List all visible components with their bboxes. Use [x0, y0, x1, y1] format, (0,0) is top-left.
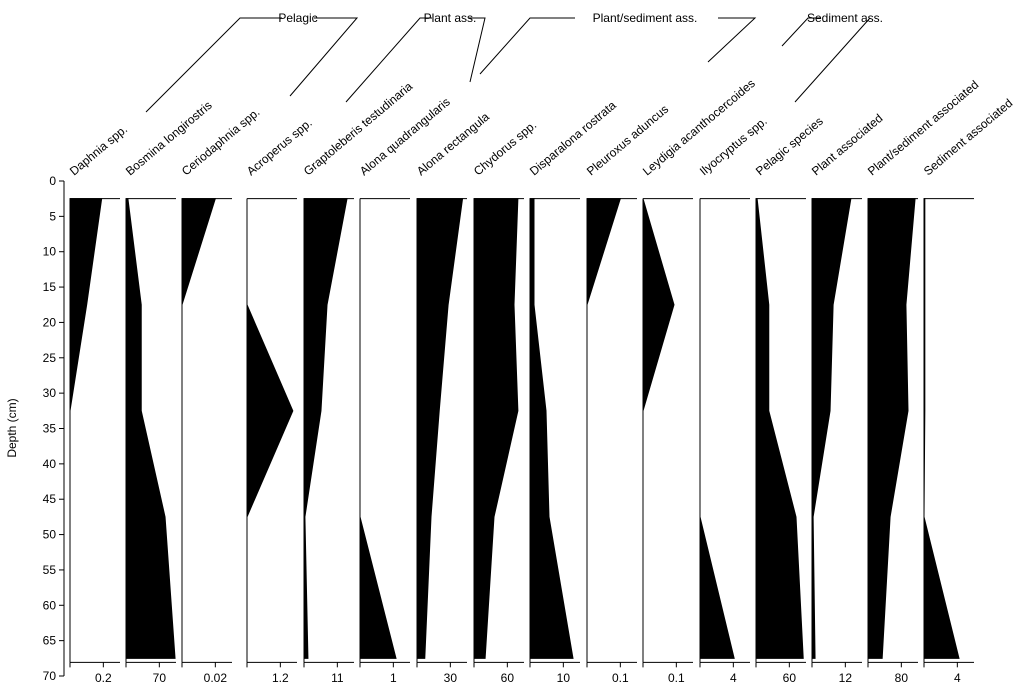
y-tick-label: 60 — [43, 598, 57, 612]
group-label: Sediment ass. — [807, 11, 883, 25]
group-label: Pelagic — [278, 11, 317, 25]
group-leader — [468, 17, 486, 83]
x-tick-label: 0.1 — [668, 671, 685, 685]
y-tick-label: 25 — [43, 351, 57, 365]
x-tick-label: 60 — [783, 671, 797, 685]
group-leader — [707, 17, 757, 63]
curve-area — [586, 198, 622, 659]
x-tick-label: 70 — [153, 671, 167, 685]
curve-area — [642, 198, 675, 659]
x-tick-label: 0.2 — [95, 671, 112, 685]
y-tick-label: 20 — [43, 315, 57, 329]
x-tick-label: 1 — [390, 671, 397, 685]
curve-area — [529, 198, 574, 659]
x-tick-label: 12 — [839, 671, 853, 685]
curve-area — [359, 198, 397, 659]
group-label: Plant/sediment ass. — [593, 11, 698, 25]
group-leader — [345, 17, 432, 103]
series-label: Plant/sediment associated — [865, 78, 981, 179]
y-tick-label: 65 — [43, 634, 57, 648]
x-tick-label: 11 — [331, 671, 344, 685]
x-tick-label: 1.2 — [272, 671, 289, 685]
x-tick-label: 80 — [895, 671, 909, 685]
x-tick-label: 4 — [954, 671, 961, 685]
y-tick-label: 70 — [43, 669, 57, 683]
curve-area — [416, 198, 464, 659]
y-tick-label: 30 — [43, 386, 57, 400]
curve-area — [181, 198, 217, 659]
y-tick-label: 0 — [49, 174, 56, 188]
y-axis-label: Depth (cm) — [5, 398, 19, 457]
curve-area — [125, 198, 176, 659]
series-label: Leydigia acanthocercoides — [640, 76, 758, 178]
group-leader — [781, 17, 820, 47]
y-tick-label: 5 — [49, 209, 56, 223]
curve-area — [755, 198, 804, 659]
series-label: Daphnia spp. — [67, 122, 130, 178]
curve-area — [69, 198, 103, 659]
curve-area — [699, 198, 735, 659]
curve-area — [811, 198, 852, 659]
group-label: Plant ass. — [424, 11, 477, 25]
group-leader — [145, 17, 282, 113]
group-leader — [794, 17, 871, 103]
x-tick-label: 60 — [501, 671, 515, 685]
x-tick-label: 30 — [444, 671, 458, 685]
group-leader — [289, 17, 359, 97]
y-tick-label: 50 — [43, 528, 57, 542]
y-tick-label: 40 — [43, 457, 57, 471]
series-label: Graptoleberis testudinaria — [301, 79, 416, 178]
y-tick-label: 55 — [43, 563, 57, 577]
x-tick-label: 4 — [730, 671, 737, 685]
group-leader — [479, 17, 575, 75]
x-tick-label: 0.02 — [204, 671, 228, 685]
curve-area — [303, 198, 348, 659]
curve-area — [473, 198, 519, 659]
x-tick-label: 10 — [557, 671, 571, 685]
curve-area — [923, 198, 960, 659]
curve-area — [867, 198, 916, 659]
y-tick-label: 35 — [43, 422, 57, 436]
y-tick-label: 10 — [43, 245, 57, 259]
curve-area — [246, 198, 294, 659]
y-tick-label: 45 — [43, 492, 57, 506]
x-tick-label: 0.1 — [612, 671, 629, 685]
series-label: Alona quadrangularis — [357, 95, 453, 179]
y-tick-label: 15 — [43, 280, 57, 294]
